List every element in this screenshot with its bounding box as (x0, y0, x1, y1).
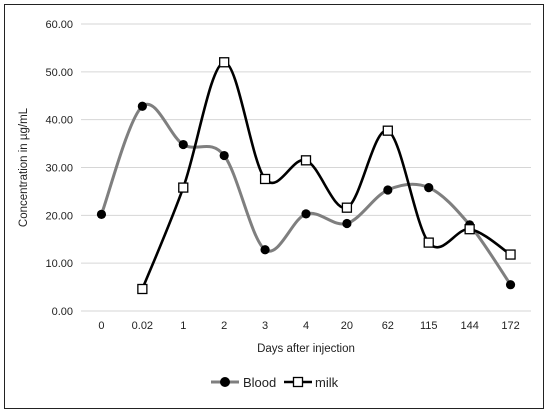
x-tick-label: 62 (382, 320, 394, 332)
x-tick-label: 20 (341, 320, 353, 332)
y-axis-title: Concentration in µg/mL (18, 107, 30, 227)
series-markers (96, 57, 516, 295)
x-tick-label: 0.02 (132, 320, 153, 332)
blood-point (137, 101, 147, 111)
x-tick-label: 0 (98, 320, 104, 332)
blood-point (219, 150, 229, 161)
milk-series-line (141, 60, 512, 291)
milk-point (137, 283, 148, 295)
y-tick-label: 10.00 (45, 258, 73, 270)
x-axis-title: Days after injection (257, 343, 355, 355)
blood-point (260, 245, 270, 255)
legend-blood-label: Blood (243, 375, 276, 390)
x-tick-label: 172 (501, 320, 519, 332)
y-tick-label: 60.00 (45, 19, 73, 31)
x-tick-label: 4 (303, 320, 309, 332)
milk-point (505, 249, 516, 260)
legend: Blood milk (211, 375, 339, 390)
y-tick-label: 20.00 (45, 210, 73, 222)
milk-point (341, 202, 353, 213)
gridlines (81, 23, 531, 312)
blood-point (301, 209, 311, 219)
y-tick-label: 40.00 (45, 115, 73, 127)
blood-point (505, 280, 516, 290)
blood-point (178, 139, 188, 150)
y-tick-label: 50.00 (45, 67, 73, 79)
legend-blood-marker (220, 377, 230, 387)
blood-point (342, 218, 352, 229)
line-chart: 0.00 10.00 20.00 30.00 40.00 50.00 60.00 0 0.02… (18, 19, 531, 390)
milk-point (423, 237, 434, 248)
y-tick-labels: 0.00 10.00 20.00 30.00 40.00 50.00 60.00 (45, 19, 73, 318)
x-tick-label: 115 (420, 320, 438, 332)
y-tick-label: 0.00 (52, 306, 73, 318)
milk-point (382, 125, 393, 136)
legend-item-milk: milk (284, 375, 339, 390)
x-tick-label: 1 (180, 320, 186, 332)
x-tick-label: 2 (221, 320, 227, 332)
milk-point (300, 155, 312, 166)
blood-point (96, 209, 107, 219)
milk-point (259, 173, 271, 185)
milk-point (464, 224, 475, 235)
x-tick-label: 3 (262, 320, 268, 332)
blood-point (424, 182, 434, 193)
milk-point (178, 182, 189, 193)
legend-item-blood: Blood (211, 375, 276, 390)
legend-milk-marker (292, 376, 304, 388)
x-tick-labels: 0 0.02 1 2 3 4 20 62 115 144 172 (98, 320, 519, 332)
blood-series-line (99, 102, 513, 287)
blood-point (383, 185, 393, 195)
series-lines (99, 60, 513, 291)
x-tick-label: 144 (460, 320, 478, 332)
milk-point (219, 57, 230, 68)
chart-frame: 0.00 10.00 20.00 30.00 40.00 50.00 60.00 0 0.02… (4, 4, 544, 409)
y-tick-label: 30.00 (45, 163, 73, 175)
legend-milk-label: milk (315, 375, 339, 390)
